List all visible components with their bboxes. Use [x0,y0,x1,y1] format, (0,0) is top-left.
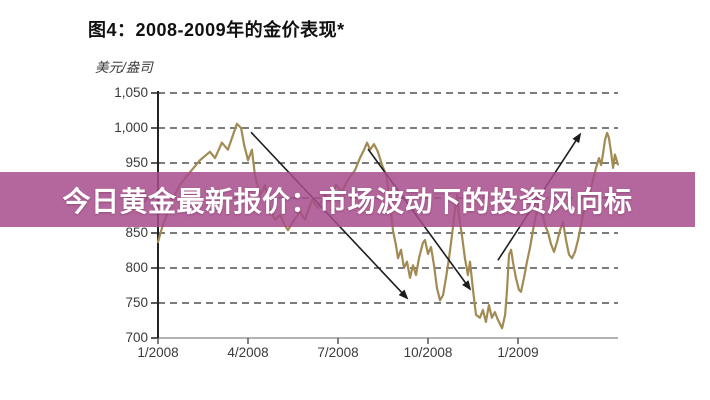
y-tick-label: 950 [125,155,148,170]
x-tick-label: 10/2008 [403,345,453,360]
headline-text: 今日黄金最新报价：市场波动下的投资风向标 [62,185,633,217]
y-tick-label: 1,050 [114,85,148,100]
y-tick-label: 700 [125,330,148,345]
x-tick-label: 4/2008 [227,345,269,360]
headline-banner: 今日黄金最新报价：市场波动下的投资风向标 [0,172,695,227]
x-tick-label: 7/2008 [317,345,359,360]
y-tick-label: 750 [125,295,148,310]
y-axis-unit-label: 美元/盎司 [95,60,153,75]
y-tick-label: 850 [125,225,148,240]
figure-title: 图4：2008-2009年的金价表现* [88,20,345,40]
x-tick-label: 1/2008 [137,345,179,360]
y-tick-label: 1,000 [114,120,148,135]
y-tick-label: 800 [125,260,148,275]
x-tick-label: 1/2009 [497,345,539,360]
